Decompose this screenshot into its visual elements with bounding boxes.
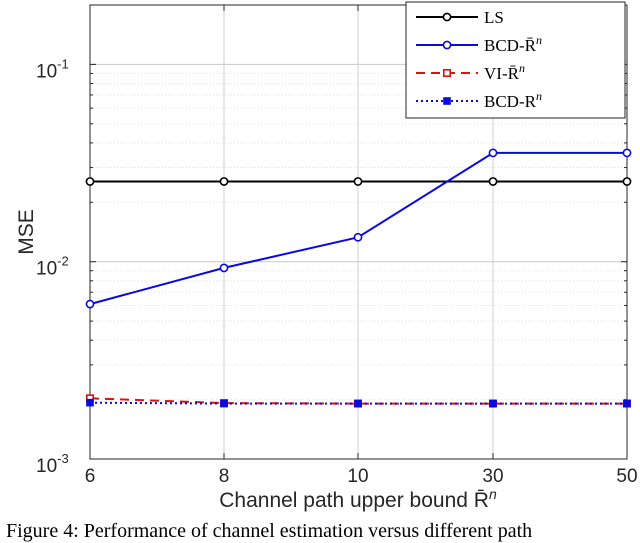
data-point bbox=[443, 97, 451, 105]
y-tick-labels: 10-3 10-2 10-1 bbox=[36, 56, 69, 477]
y-tick-label: 10-3 bbox=[36, 451, 69, 477]
data-point bbox=[219, 177, 229, 186]
legend-label: BCD-R̄n bbox=[484, 33, 542, 55]
x-axis-label: Channel path upper bound R̄n bbox=[219, 486, 497, 512]
data-point bbox=[86, 398, 94, 407]
legend-label: LS bbox=[484, 8, 504, 27]
y-tick-label: 10-1 bbox=[36, 56, 69, 82]
y-axis-label: MSE bbox=[15, 209, 38, 255]
data-point bbox=[442, 40, 452, 50]
data-point bbox=[622, 177, 632, 186]
data-point bbox=[354, 399, 362, 408]
data-point bbox=[623, 399, 631, 408]
x-axis-label-text: Channel path upper bound R̄ bbox=[219, 489, 489, 512]
legend: LS BCD-R̄n VI-R̄n BCD-Rn bbox=[405, 1, 626, 119]
data-point bbox=[219, 263, 229, 273]
data-point bbox=[442, 12, 452, 22]
data-point bbox=[85, 299, 95, 309]
x-tick-label: 50 bbox=[616, 466, 637, 487]
series-layer bbox=[85, 148, 632, 408]
data-point bbox=[489, 399, 497, 408]
x-tick-label: 30 bbox=[482, 466, 503, 487]
x-tick-label: 6 bbox=[85, 466, 96, 487]
data-point bbox=[442, 69, 451, 78]
x-tick-label: 10 bbox=[347, 466, 368, 487]
data-point bbox=[488, 148, 498, 158]
x-tick-labels: 6 8 10 30 50 bbox=[85, 466, 638, 487]
figure-caption: Figure 4: Performance of channel estimat… bbox=[6, 520, 532, 542]
y-tick-label: 10-2 bbox=[36, 254, 69, 280]
data-point bbox=[353, 232, 363, 242]
series-1 bbox=[85, 177, 632, 186]
legend-box bbox=[405, 1, 626, 119]
series-4 bbox=[86, 398, 631, 408]
legend-label: VI-R̄n bbox=[484, 61, 525, 83]
data-point bbox=[85, 177, 95, 186]
data-point bbox=[220, 399, 228, 408]
x-tick-label: 8 bbox=[219, 466, 230, 487]
legend-label: BCD-Rn bbox=[484, 89, 542, 111]
series-2 bbox=[85, 148, 632, 309]
data-point bbox=[488, 177, 498, 186]
x-axis-label-sup: n bbox=[489, 486, 497, 502]
data-point bbox=[622, 148, 632, 158]
data-point bbox=[353, 177, 363, 186]
